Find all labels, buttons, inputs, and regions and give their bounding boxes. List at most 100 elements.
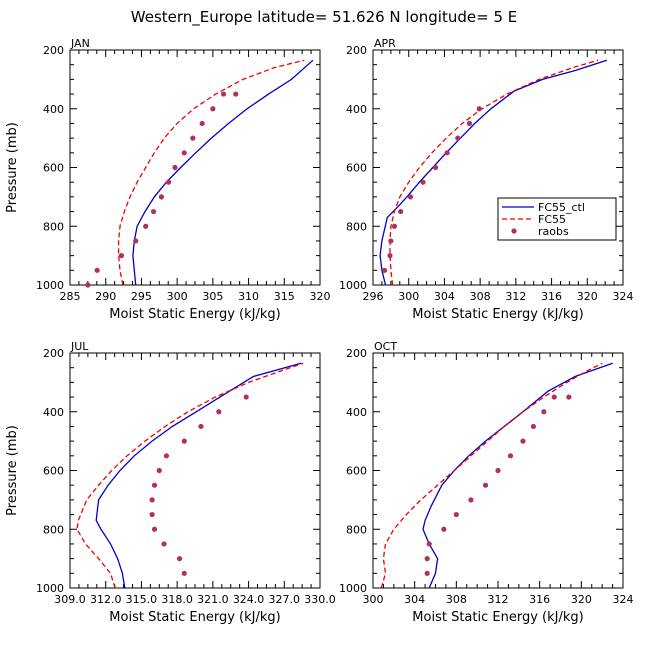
x-tick-label: 285 bbox=[60, 290, 81, 303]
plot-frame bbox=[372, 49, 624, 286]
plot-frame bbox=[69, 352, 321, 589]
y-axis-title: Pressure (mb) bbox=[5, 122, 20, 213]
raobs-point bbox=[94, 267, 100, 273]
x-axis-title: Moist Static Energy (kJ/kg) bbox=[109, 307, 280, 322]
raobs-point bbox=[233, 91, 239, 97]
raobs-point bbox=[387, 253, 393, 259]
x-tick-label: 312.0 bbox=[90, 593, 122, 606]
y-tick-label: 800 bbox=[43, 523, 64, 536]
y-tick-label: 200 bbox=[43, 44, 64, 57]
x-tick-label: 295 bbox=[131, 290, 152, 303]
x-tick-label: 305 bbox=[202, 290, 223, 303]
panel-label: JAN bbox=[70, 37, 90, 50]
raobs-point bbox=[190, 135, 196, 141]
x-tick-label: 320 bbox=[577, 290, 598, 303]
raobs-point bbox=[161, 541, 167, 547]
x-tick-label: 300 bbox=[167, 290, 188, 303]
x-tick-label: 312 bbox=[488, 593, 509, 606]
raobs-point bbox=[198, 423, 204, 430]
x-tick-label: 316 bbox=[529, 593, 550, 606]
raobs-point bbox=[165, 179, 172, 185]
raobs-point bbox=[420, 179, 426, 185]
series-line-fc55-ctl bbox=[132, 59, 314, 286]
y-tick-label: 1000 bbox=[339, 279, 367, 292]
x-tick-label: 315 bbox=[274, 290, 295, 303]
raobs-point bbox=[149, 511, 155, 518]
series-line-fc55-ctl bbox=[422, 362, 613, 589]
raobs-point bbox=[220, 91, 227, 97]
raobs-point bbox=[520, 438, 526, 444]
x-tick-label: 320 bbox=[310, 290, 331, 303]
raobs-point bbox=[507, 453, 514, 459]
legend-box bbox=[497, 197, 617, 241]
x-tick-label: 304 bbox=[404, 593, 425, 606]
x-tick-label: 324.0 bbox=[233, 593, 265, 606]
raobs-point bbox=[444, 150, 450, 156]
raobs-point bbox=[85, 282, 91, 288]
raobs-point bbox=[466, 120, 473, 127]
x-tick-label: 312 bbox=[505, 290, 526, 303]
series-line-fc55 bbox=[389, 59, 599, 286]
y-axis-title: Pressure (mb) bbox=[5, 425, 20, 516]
panel-jul: JUL 309.0 312.0 315.0 318.0 321.0 324.0 327.0 33… bbox=[5, 340, 336, 625]
y-tick-label: 200 bbox=[346, 44, 367, 57]
legend-swatch bbox=[511, 228, 517, 234]
x-tick-label: 300 bbox=[398, 290, 419, 303]
raobs-point bbox=[156, 467, 162, 474]
raobs-point bbox=[407, 194, 414, 200]
raobs-point bbox=[382, 267, 388, 273]
panel-label: OCT bbox=[374, 340, 397, 353]
raobs-point bbox=[181, 150, 187, 156]
y-tick-label: 600 bbox=[43, 162, 64, 175]
raobs-point bbox=[143, 223, 149, 229]
raobs-point bbox=[149, 497, 155, 503]
raobs-point bbox=[181, 570, 187, 576]
x-tick-label: 300 bbox=[363, 593, 384, 606]
series-line-fc55 bbox=[117, 59, 305, 286]
y-tick-label: 400 bbox=[346, 103, 367, 116]
x-tick-label: 327.0 bbox=[269, 593, 301, 606]
figure-title: Western_Europe latitude= 51.626 N longit… bbox=[131, 8, 517, 27]
y-tick-label: 400 bbox=[43, 406, 64, 419]
y-tick-label: 800 bbox=[346, 220, 367, 233]
raobs-point bbox=[455, 135, 461, 141]
series-line-fc55 bbox=[380, 362, 603, 589]
x-tick-label: 308 bbox=[470, 290, 491, 303]
y-tick-label: 800 bbox=[346, 523, 367, 536]
raobs-point bbox=[151, 482, 158, 488]
x-tick-label: 318.0 bbox=[161, 593, 193, 606]
raobs-point bbox=[468, 497, 474, 503]
raobs-point bbox=[118, 253, 125, 259]
raobs-point bbox=[150, 208, 157, 215]
x-axis-title: Moist Static Energy (kJ/kg) bbox=[412, 307, 583, 322]
y-tick-label: 400 bbox=[346, 406, 367, 419]
x-tick-label: 296 bbox=[363, 290, 384, 303]
panel-label: JUL bbox=[70, 340, 89, 353]
y-tick-label: 200 bbox=[346, 347, 367, 360]
x-tick-label: 310 bbox=[238, 290, 259, 303]
y-tick-label: 1000 bbox=[36, 582, 64, 595]
raobs-point bbox=[398, 208, 404, 215]
panel-oct: OCT 300 304 308 312 316 320 324 200 400 600 800 1000… bbox=[339, 340, 634, 625]
legend-label: raobs bbox=[538, 225, 569, 238]
y-tick-label: 1000 bbox=[36, 279, 64, 292]
x-tick-label: 324 bbox=[613, 593, 634, 606]
x-tick-label: 304 bbox=[434, 290, 455, 303]
raobs-point bbox=[172, 164, 178, 171]
x-tick-label: 324 bbox=[613, 290, 634, 303]
y-tick-label: 1000 bbox=[339, 582, 367, 595]
raobs-point bbox=[133, 238, 139, 244]
y-tick-label: 600 bbox=[43, 465, 64, 478]
x-tick-label: 315.0 bbox=[126, 593, 158, 606]
legend-label: FC55 bbox=[538, 213, 566, 226]
series-line-fc55-ctl bbox=[95, 362, 302, 589]
y-tick-label: 200 bbox=[43, 347, 64, 360]
raobs-point bbox=[426, 541, 432, 547]
raobs-point bbox=[163, 453, 170, 459]
y-tick-label: 400 bbox=[43, 103, 64, 116]
x-tick-label: 309.0 bbox=[54, 593, 86, 606]
panel-jan: JAN 285 290 295 300 305 310 315 320 200 400 600 800 1… bbox=[5, 37, 331, 322]
x-tick-label: 321.0 bbox=[197, 593, 229, 606]
